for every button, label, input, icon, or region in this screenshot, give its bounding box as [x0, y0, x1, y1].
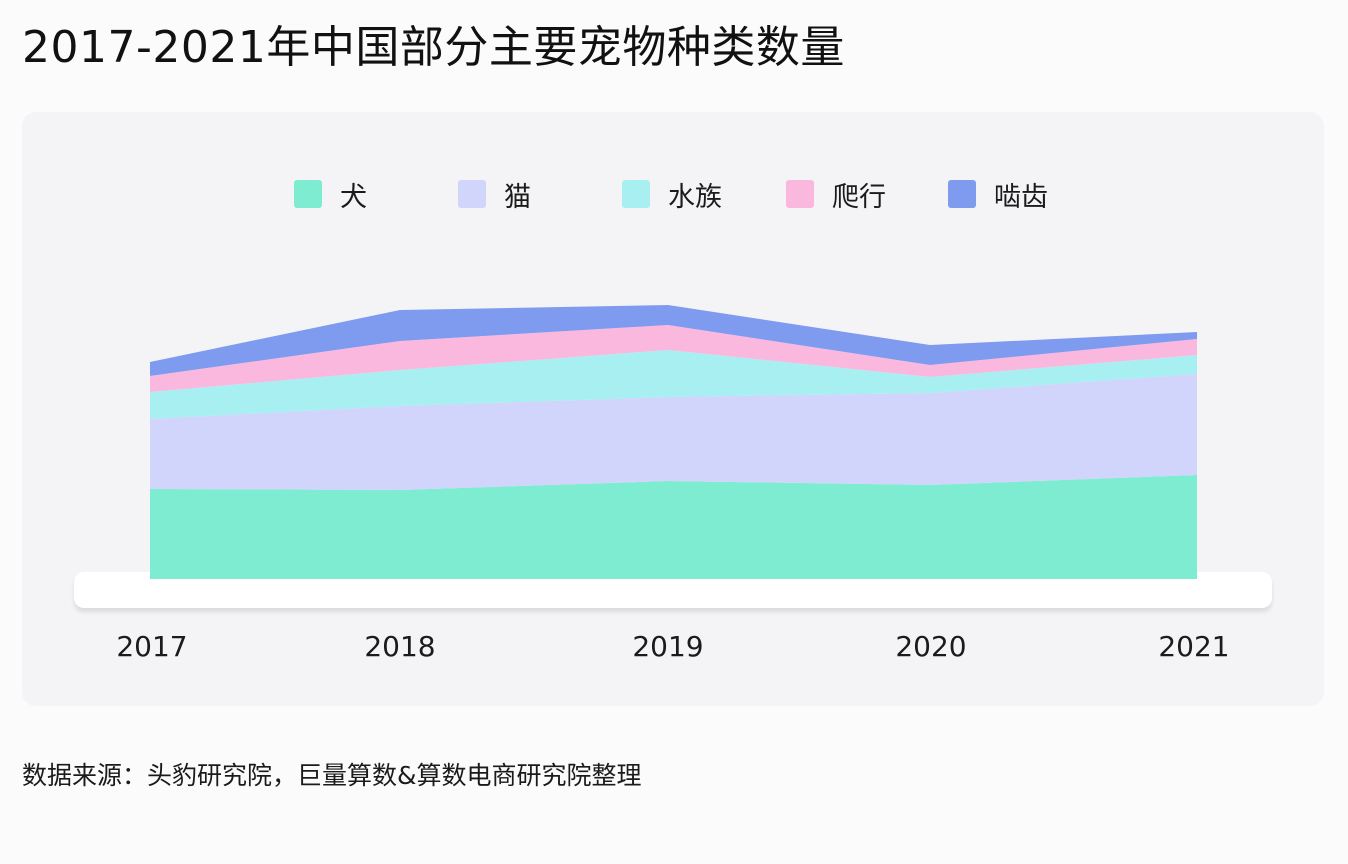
legend-swatch	[786, 180, 814, 208]
chart-legend: 犬 猫 水族 爬行 啮齿	[0, 176, 1348, 213]
area-series-1	[150, 374, 1197, 490]
page-title: 2017-2021年中国部分主要宠物种类数量	[22, 22, 845, 73]
x-tick-label: 2019	[632, 630, 703, 663]
x-tick-label: 2020	[895, 630, 966, 663]
data-source-note: 数据来源：头豹研究院，巨量算数&算数电商研究院整理	[22, 761, 642, 790]
area-series-2	[150, 350, 1197, 419]
legend-label: 猫	[504, 181, 531, 213]
legend-item: 爬行	[786, 176, 886, 213]
legend-swatch	[458, 180, 486, 208]
legend-item: 啮齿	[948, 176, 1048, 213]
x-tick-label: 2021	[1158, 630, 1229, 663]
legend-item: 猫	[458, 176, 531, 213]
legend-label: 犬	[340, 181, 367, 213]
area-series-3	[150, 325, 1197, 392]
legend-label: 啮齿	[994, 181, 1048, 213]
legend-item: 水族	[622, 176, 722, 213]
legend-item: 犬	[294, 176, 367, 213]
legend-label: 爬行	[832, 181, 886, 213]
legend-swatch	[622, 180, 650, 208]
legend-swatch	[294, 180, 322, 208]
x-tick-label: 2017	[116, 630, 187, 663]
x-tick-label: 2018	[364, 630, 435, 663]
area-series-0	[150, 475, 1197, 579]
area-series-4	[150, 305, 1197, 376]
legend-label: 水族	[668, 181, 722, 213]
legend-swatch	[948, 180, 976, 208]
